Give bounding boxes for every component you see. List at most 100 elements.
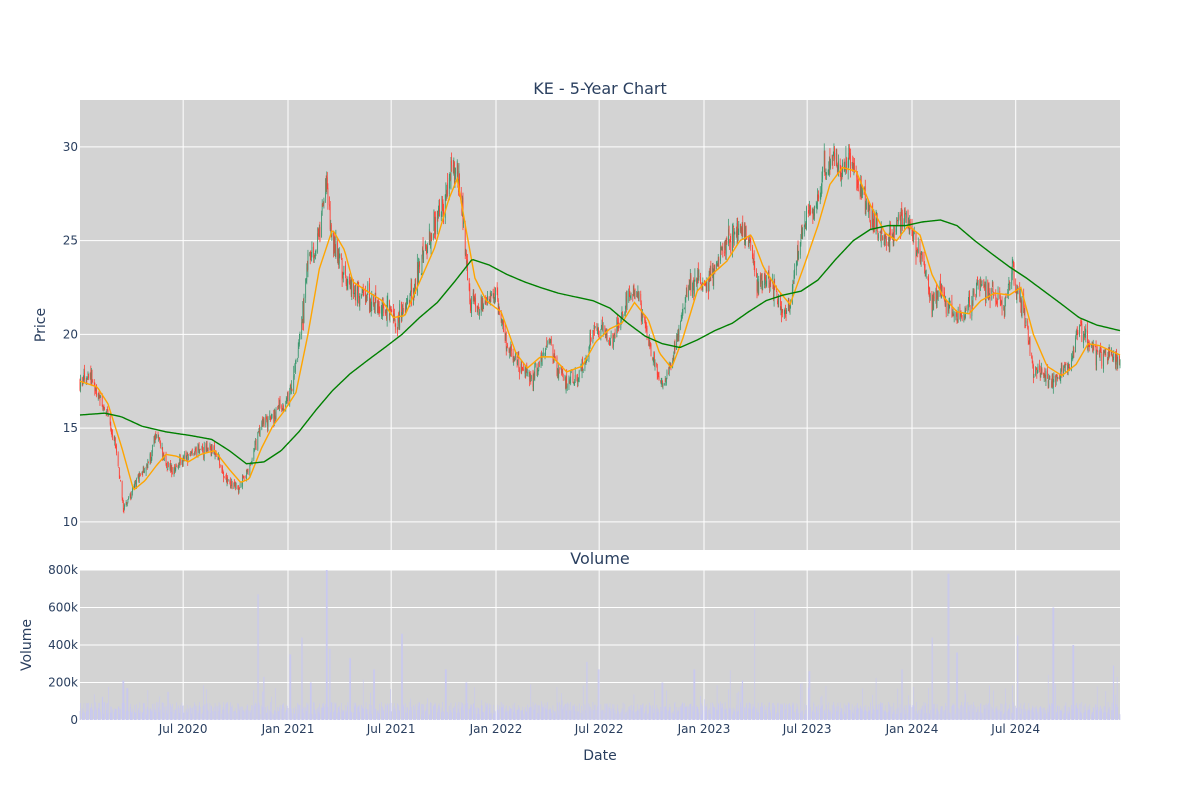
candle bbox=[738, 221, 739, 235]
candle bbox=[1117, 354, 1118, 369]
volume-bar bbox=[616, 714, 617, 720]
volume-bar bbox=[880, 702, 881, 720]
volume-bar bbox=[590, 711, 591, 720]
candle bbox=[610, 338, 611, 346]
candle bbox=[431, 233, 432, 241]
candle bbox=[966, 305, 967, 310]
volume-bar bbox=[778, 703, 779, 720]
volume-bar bbox=[100, 709, 101, 720]
volume-bar bbox=[785, 711, 786, 720]
candle bbox=[729, 226, 730, 236]
volume-bar bbox=[701, 703, 702, 720]
candle-body bbox=[256, 441, 257, 449]
volume-bar bbox=[122, 681, 123, 720]
volume-bar bbox=[710, 714, 711, 720]
volume-bar bbox=[430, 702, 431, 720]
volume-bar bbox=[108, 713, 109, 720]
volume-bar bbox=[840, 703, 841, 720]
candle-body bbox=[418, 265, 419, 283]
volume-bar bbox=[422, 714, 423, 720]
volume-bar bbox=[276, 712, 277, 720]
volume-bar bbox=[247, 706, 248, 720]
candle bbox=[542, 356, 543, 366]
volume-bar bbox=[689, 704, 690, 720]
volume-bar bbox=[463, 710, 464, 720]
candle bbox=[551, 336, 552, 346]
candle-body bbox=[147, 460, 148, 468]
candle bbox=[120, 480, 121, 482]
volume-bar bbox=[557, 703, 558, 720]
volume-bar bbox=[194, 702, 195, 720]
volume-bar bbox=[271, 697, 272, 720]
volume-bar bbox=[318, 707, 319, 720]
volume-bar bbox=[223, 707, 224, 720]
candle-body bbox=[1081, 324, 1082, 342]
candle-body bbox=[140, 475, 141, 476]
volume-bar bbox=[250, 711, 251, 720]
candle bbox=[447, 173, 448, 197]
price-y-tick-label: 30 bbox=[63, 140, 78, 154]
candle-body bbox=[683, 308, 684, 314]
candle-body bbox=[422, 255, 423, 275]
volume-bar bbox=[534, 709, 535, 720]
candle bbox=[297, 358, 298, 362]
volume-bar bbox=[840, 712, 841, 720]
volume-bar bbox=[228, 713, 229, 720]
volume-bar bbox=[896, 709, 897, 720]
volume-bar bbox=[310, 683, 311, 721]
volume-bar bbox=[242, 707, 243, 720]
candle bbox=[986, 276, 987, 303]
volume-bar bbox=[495, 713, 496, 720]
candle-body bbox=[152, 445, 153, 453]
volume-bar bbox=[702, 706, 703, 720]
candle bbox=[1101, 352, 1102, 368]
volume-bar bbox=[707, 704, 708, 720]
candle-body bbox=[926, 276, 927, 277]
candle-body bbox=[610, 341, 611, 344]
volume-bar bbox=[860, 708, 861, 720]
volume-bar bbox=[263, 677, 264, 720]
candle bbox=[1073, 347, 1074, 358]
candle-body bbox=[503, 321, 504, 332]
candle-body bbox=[276, 409, 277, 419]
volume-bar bbox=[461, 707, 462, 720]
volume-bar bbox=[696, 705, 697, 720]
volume-bar bbox=[487, 703, 488, 720]
candle-body bbox=[603, 328, 604, 332]
volume-bar bbox=[140, 711, 141, 720]
volume-bar bbox=[108, 687, 109, 720]
candle bbox=[196, 446, 197, 456]
candle-body bbox=[115, 438, 116, 445]
volume-bar bbox=[642, 705, 643, 720]
volume-bar bbox=[350, 658, 351, 720]
volume-bar bbox=[146, 714, 147, 720]
volume-bar bbox=[814, 704, 815, 720]
candle-body bbox=[280, 400, 281, 407]
candle-body bbox=[687, 290, 688, 297]
volume-bar bbox=[413, 705, 414, 720]
volume-bar bbox=[381, 702, 382, 720]
volume-bar bbox=[546, 705, 547, 720]
candle bbox=[756, 268, 757, 278]
candle-body bbox=[120, 477, 121, 478]
volume-bar bbox=[94, 694, 95, 720]
volume-bar bbox=[358, 705, 359, 720]
volume-bar bbox=[195, 710, 196, 720]
volume-bar bbox=[263, 707, 264, 720]
volume-bar bbox=[402, 634, 403, 720]
volume-bar bbox=[852, 704, 853, 720]
candle bbox=[798, 251, 799, 260]
candle-body bbox=[802, 233, 803, 238]
candle bbox=[256, 439, 257, 450]
volume-bar bbox=[171, 712, 172, 720]
candle-body bbox=[336, 238, 337, 256]
volume-bar bbox=[554, 711, 555, 720]
volume-bar bbox=[477, 707, 478, 720]
volume-bar bbox=[362, 707, 363, 720]
volume-bar bbox=[523, 714, 524, 720]
volume-bar bbox=[138, 710, 139, 720]
volume-bar bbox=[374, 669, 375, 720]
volume-bar bbox=[222, 714, 223, 720]
volume-bar bbox=[695, 669, 696, 720]
